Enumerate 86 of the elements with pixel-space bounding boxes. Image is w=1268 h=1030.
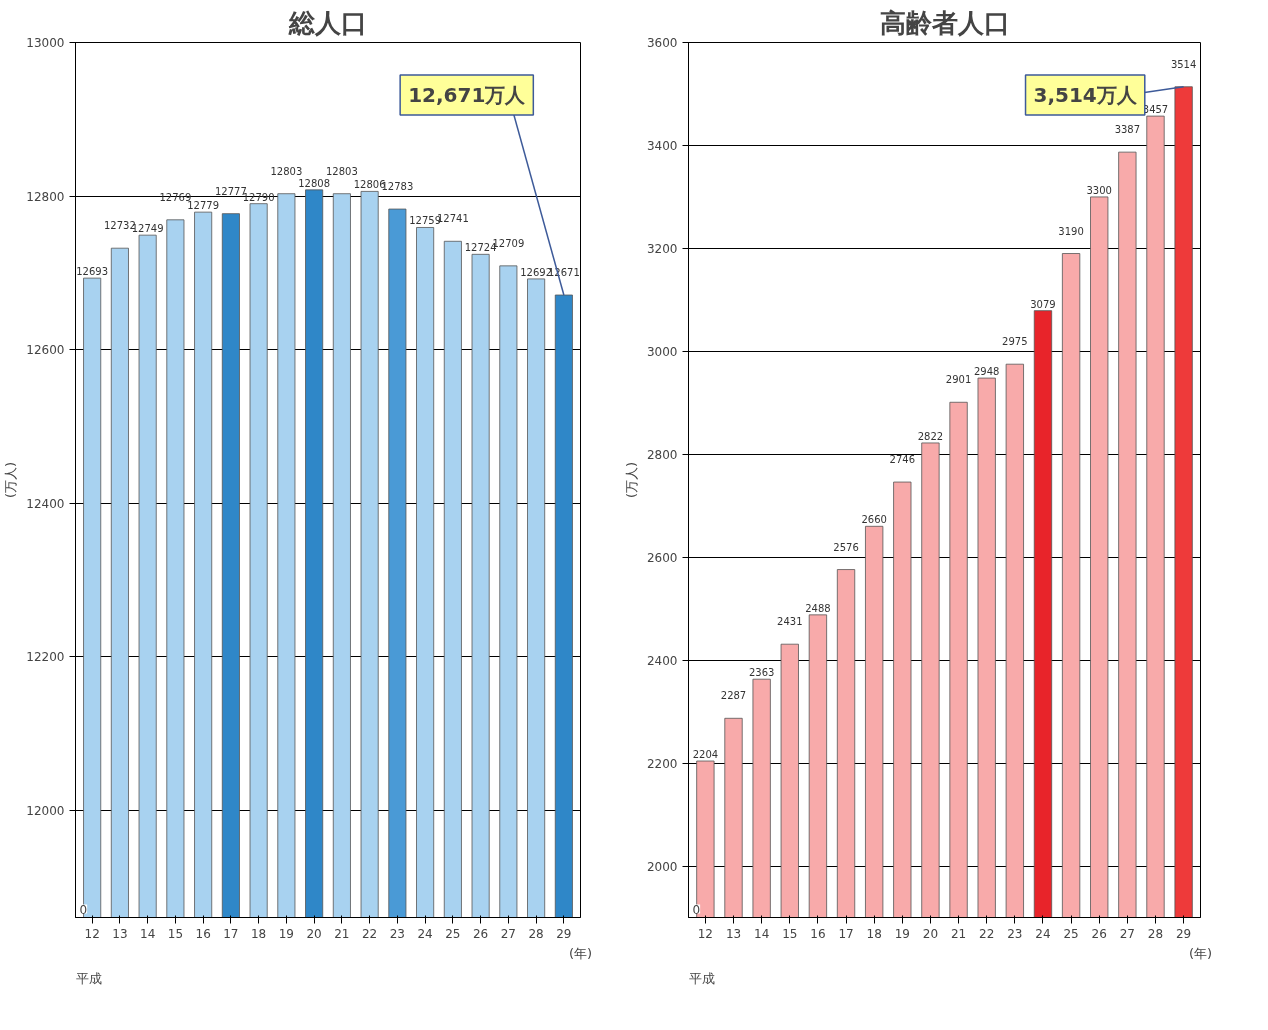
x-tick-label: 21	[950, 926, 967, 941]
x-tick-label: 16	[195, 926, 211, 941]
data-label: 3387	[1114, 124, 1141, 136]
y-tick-label: 2400	[646, 653, 678, 668]
data-label: 12693	[76, 266, 109, 278]
data-label: 2287	[720, 690, 747, 702]
y-tick-label: 12400	[26, 496, 65, 511]
text: 平成	[688, 970, 715, 986]
x-tick-label: 24	[1035, 926, 1051, 941]
x-tick-label: 13	[725, 926, 742, 941]
x-tick-label: 28	[528, 926, 544, 941]
y-tick-label: 3200	[646, 241, 678, 256]
annotation: 3,514万人	[1033, 83, 1138, 107]
x-tick-label: 20	[922, 926, 939, 941]
chart-title: 総人口	[288, 7, 367, 38]
x-tick-label: 26	[472, 926, 489, 941]
x-tick-label: 13	[112, 926, 128, 941]
x-tick-label: 20	[306, 926, 322, 941]
data-label: 3514	[1170, 58, 1197, 70]
data-label: 2948	[973, 366, 1000, 378]
y-tick-label: 12000	[26, 803, 65, 818]
x-tick-label: 25	[1063, 926, 1079, 941]
x-tick-label: 14	[754, 926, 770, 941]
x-tick-label: 15	[167, 926, 184, 941]
data-label: 12803	[325, 165, 358, 177]
data-label: 2363	[748, 667, 775, 679]
data-label: 2746	[889, 454, 916, 466]
y-tick-label: 3000	[646, 344, 678, 359]
x-tick-label: 19	[894, 926, 910, 941]
x-tick-label: 19	[278, 926, 295, 941]
annotation: 0	[79, 902, 88, 917]
text: 平成	[75, 970, 102, 986]
y-tick-label: 3600	[646, 36, 678, 50]
x-tick-label: 16	[810, 926, 826, 941]
x-tick-label: 29	[556, 926, 572, 941]
x-tick-label: 18	[866, 926, 882, 941]
data-label: 2488	[805, 602, 831, 614]
data-label: 2204	[692, 749, 719, 761]
x-tick-label: 23	[389, 926, 406, 941]
x-tick-label: 12	[697, 926, 714, 941]
x-tick-label: 25	[445, 926, 461, 941]
y-tick-label: 12600	[26, 343, 65, 358]
x-axis-title: (年)	[568, 945, 593, 961]
data-label: 2660	[861, 514, 887, 526]
y-tick-label: 2600	[646, 550, 678, 565]
x-tick-label: 22	[361, 926, 378, 941]
x-tick-label: 18	[251, 926, 267, 941]
x-tick-label: 24	[417, 926, 433, 941]
y-tick-label: 3400	[646, 138, 678, 153]
y-tick-label: 12800	[26, 189, 65, 204]
x-tick-label: 26	[1091, 926, 1107, 941]
annotation: 12,671万人	[408, 83, 527, 107]
data-label: 2901	[945, 374, 972, 386]
x-tick-label: 14	[140, 926, 156, 941]
x-tick-label: 21	[334, 926, 350, 941]
y-axis-title: (万人)	[3, 461, 19, 499]
data-label: 12803	[270, 165, 303, 177]
data-label: 2431	[777, 616, 803, 628]
data-label: 12808	[298, 177, 331, 189]
data-label: 12779	[187, 200, 220, 212]
x-tick-label: 29	[1175, 926, 1192, 941]
x-tick-label: 22	[979, 926, 995, 941]
x-tick-label: 12	[84, 926, 100, 941]
data-label: 3300	[1086, 184, 1112, 196]
y-tick-label: 13000	[26, 36, 65, 50]
x-tick-label: 17	[223, 926, 239, 941]
data-label: 2822	[917, 430, 944, 442]
y-tick-label: 12200	[26, 650, 65, 665]
x-tick-label: 27	[500, 926, 516, 941]
x-tick-label: 23	[1007, 926, 1023, 941]
data-label: 3457	[1142, 104, 1169, 116]
annotation: 0	[692, 902, 701, 917]
x-tick-label: 28	[1147, 926, 1164, 941]
x-tick-label: 27	[1119, 926, 1135, 941]
x-tick-label: 17	[838, 926, 854, 941]
x-tick-label: 15	[782, 926, 798, 941]
y-tick-label: 2000	[646, 859, 678, 874]
data-label: 3079	[1030, 298, 1056, 310]
x-axis-title: (年)	[1188, 945, 1213, 961]
y-tick-label: 2800	[646, 447, 678, 462]
data-label: 3190	[1058, 225, 1084, 237]
data-label: 2975	[1002, 336, 1028, 348]
y-axis-title: (万人)	[623, 461, 639, 499]
chart-title: 高齢者人口	[879, 7, 1010, 38]
y-tick-label: 2200	[646, 756, 678, 771]
data-label: 2576	[833, 541, 859, 553]
